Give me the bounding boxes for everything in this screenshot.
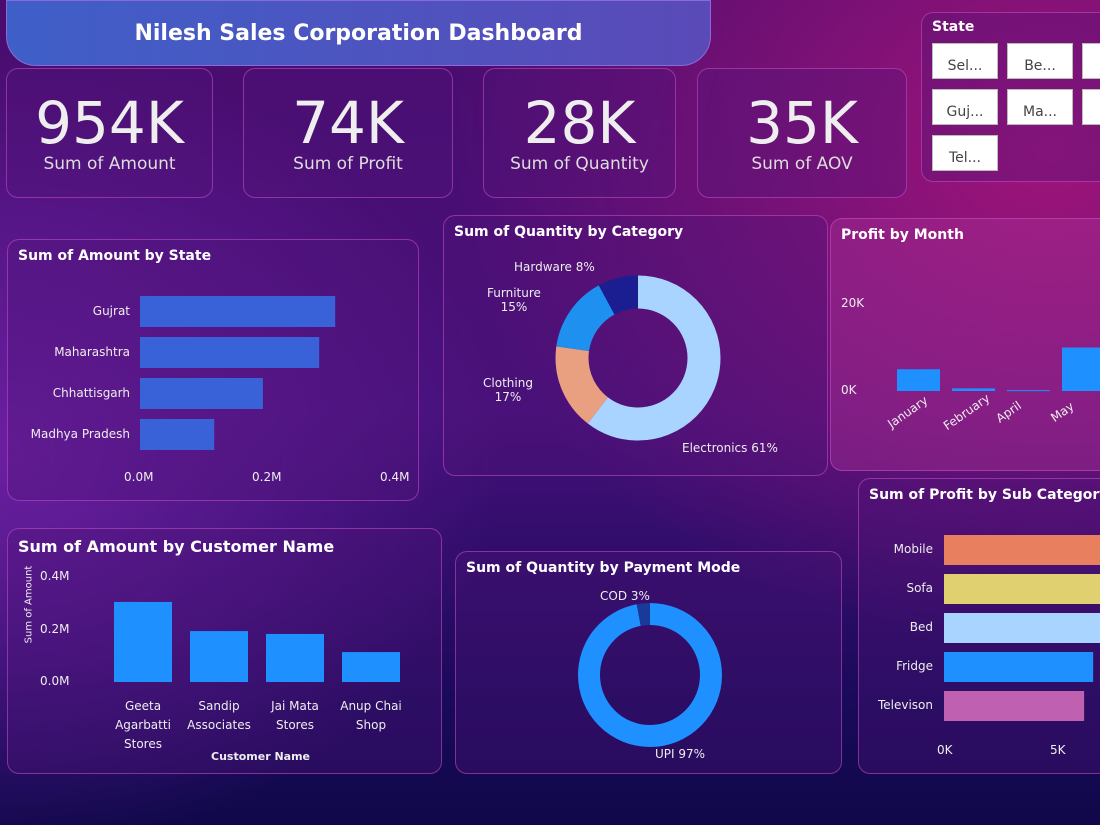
kpi-value: 28K <box>523 89 636 157</box>
state-slicer: State Sel... Be... Guj... Ma... Tel... <box>921 12 1100 182</box>
category-label: Sandip Associates <box>187 699 251 732</box>
category-label: Fridge <box>896 659 933 673</box>
kpi-quantity: 28K Sum of Quantity <box>483 68 676 198</box>
kpi-label: Sum of Amount <box>43 154 176 174</box>
kpi-profit: 74K Sum of Profit <box>243 68 453 198</box>
slicer-option[interactable]: Guj... <box>932 89 998 125</box>
bar[interactable] <box>140 337 320 368</box>
kpi-aov: 35K Sum of AOV <box>697 68 907 198</box>
category-label: Maharashtra <box>54 345 130 359</box>
slice-label: Electronics 61% <box>682 441 778 455</box>
category-label: Televison <box>877 698 933 712</box>
x-axis-title: Customer Name <box>211 750 310 763</box>
bar[interactable] <box>944 652 1094 682</box>
tick-label: 20K <box>841 296 865 310</box>
slicer-title: State <box>932 19 975 35</box>
donut-slice[interactable] <box>555 275 721 441</box>
slice-label: COD 3% <box>600 589 650 603</box>
kpi-value: 35K <box>746 89 858 157</box>
tick-label: 0.4M <box>380 470 410 484</box>
chart-title: Sum of Quantity by Category <box>454 224 684 240</box>
profit-by-month-chart: Profit by Month 0K 20K January February April… <box>830 218 1100 471</box>
tick-label: 0.4M <box>40 569 70 583</box>
category-label: Sofa <box>906 581 933 595</box>
bar[interactable] <box>897 369 940 391</box>
chart-canvas <box>897 347 1100 392</box>
tick-label: 0K <box>841 383 857 397</box>
bar[interactable] <box>140 419 215 450</box>
category-label: Madhya Pradesh <box>30 427 130 441</box>
bar[interactable] <box>266 633 324 682</box>
tick-label: 5K <box>1050 743 1066 757</box>
quantity-by-payment-chart: Sum of Quantity by Payment Mode UPI 97% CO… <box>455 551 842 774</box>
slice-label: Clothing 17% <box>483 376 533 404</box>
donut-slice[interactable] <box>578 603 722 747</box>
slicer-option[interactable] <box>1082 89 1100 125</box>
bar[interactable] <box>140 296 336 327</box>
bar[interactable] <box>944 574 1100 604</box>
kpi-label: Sum of Quantity <box>510 154 649 174</box>
kpi-label: Sum of Profit <box>293 154 403 174</box>
bar[interactable] <box>190 631 248 682</box>
slice-label: Hardware 8% <box>514 260 595 274</box>
chart-title: Profit by Month <box>841 227 964 243</box>
bar[interactable] <box>1062 347 1100 392</box>
tick-label: 0.2M <box>40 621 70 636</box>
donut-slice[interactable] <box>578 603 722 747</box>
tick-label: 0.0M <box>40 674 70 688</box>
chart-canvas <box>114 601 400 682</box>
slicer-option[interactable]: Tel... <box>932 135 998 171</box>
chart-title: Sum of Amount by Customer Name <box>18 537 335 556</box>
tick-label: 0.0M <box>124 470 154 484</box>
slice-label: Furniture 15% <box>487 286 541 314</box>
chart-title: Sum of Amount by State <box>18 248 212 264</box>
chart-canvas <box>140 296 336 450</box>
slicer-option[interactable] <box>1082 43 1100 79</box>
category-label: Bed <box>909 620 933 634</box>
amount-by-customer-chart: Sum of Amount by Customer Name 0.0M 0.2M 0.… <box>7 528 442 774</box>
bar[interactable] <box>1007 390 1050 392</box>
bar[interactable] <box>944 691 1085 721</box>
slicer-option[interactable]: Be... <box>1007 43 1073 79</box>
category-label: Mobile <box>893 542 933 556</box>
tick-label: 0K <box>937 743 953 757</box>
category-label: Jai Mata Stores <box>271 699 319 732</box>
kpi-value: 954K <box>35 89 184 157</box>
bar[interactable] <box>944 535 1100 565</box>
category-label: Geeta Agarbatti Stores <box>115 699 171 751</box>
kpi-label: Sum of AOV <box>751 154 853 174</box>
kpi-amount: 954K Sum of Amount <box>6 68 213 198</box>
bar[interactable] <box>944 613 1100 643</box>
category-label: Anup Chai Shop <box>340 699 402 732</box>
category-label: Chhattisgarh <box>52 386 130 400</box>
bar[interactable] <box>140 378 263 409</box>
chart-canvas <box>944 535 1100 721</box>
kpi-value: 74K <box>292 89 404 157</box>
donut-slice[interactable] <box>555 275 721 441</box>
chart-title: Sum of Quantity by Payment Mode <box>466 560 741 576</box>
amount-by-state-chart: Sum of Amount by State Gujrat Maharashtra C… <box>7 239 419 501</box>
dashboard-title: Nilesh Sales Corporation Dashboard <box>6 0 711 66</box>
y-axis-title: Sum of Amount <box>23 565 35 644</box>
category-label: Gujrat <box>92 304 130 318</box>
tick-label: 0.2M <box>252 470 282 484</box>
chart-title: Sum of Profit by Sub Category <box>869 487 1100 503</box>
bar[interactable] <box>342 652 400 682</box>
slicer-option[interactable]: Ma... <box>1007 89 1073 125</box>
bar[interactable] <box>952 388 995 391</box>
quantity-by-category-chart: Sum of Quantity by Category Electronics 6… <box>443 215 828 476</box>
slice-label: UPI 97% <box>655 747 706 761</box>
profit-by-subcategory-chart: Sum of Profit by Sub Category Mobile Sofa B… <box>858 478 1100 774</box>
bar[interactable] <box>114 601 172 682</box>
slicer-option[interactable]: Sel... <box>932 43 998 79</box>
chart-canvas <box>578 603 722 747</box>
chart-canvas <box>555 275 721 441</box>
